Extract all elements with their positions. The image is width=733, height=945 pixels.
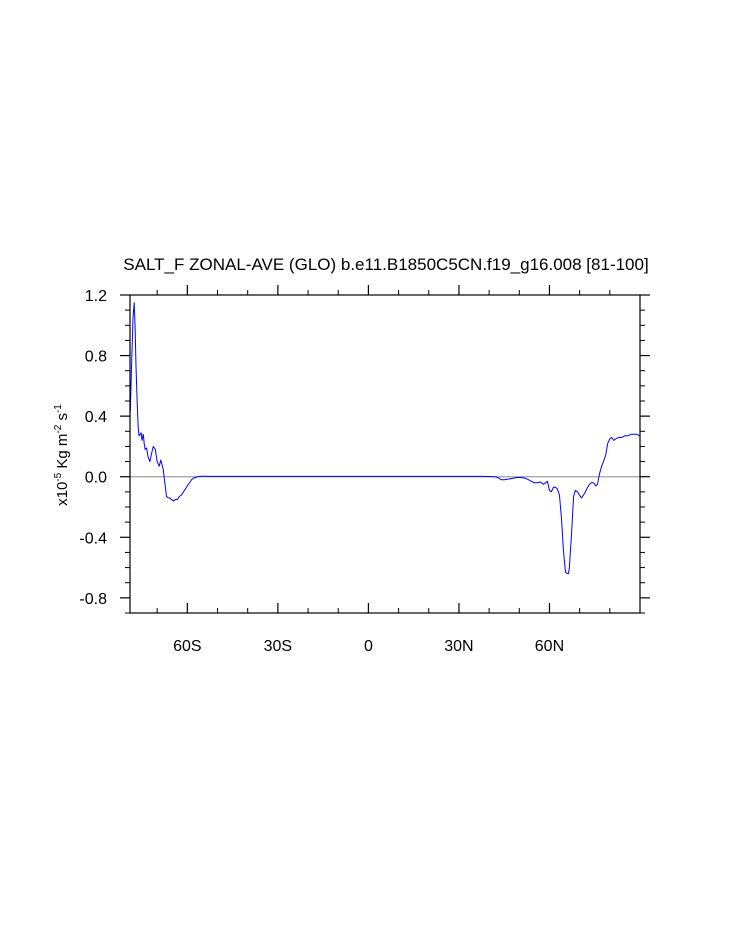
y-tick-label: -0.8 xyxy=(79,591,107,608)
y-label-exp2: -2 xyxy=(53,424,64,433)
y-tick-label: 0.8 xyxy=(85,349,107,366)
y-tick-label: 0.4 xyxy=(85,409,107,426)
y-tick-label: 0.0 xyxy=(85,470,107,487)
plot-frame xyxy=(129,294,641,614)
y-tick-label: 1.2 xyxy=(85,288,107,305)
plot-area: 60S 30S 0 30N 60N 1.2 0.8 0.4 0.0 -0.4 -0.8 xyxy=(79,285,650,655)
y-label-exp3: -1 xyxy=(53,404,64,413)
y-label-unit2: s xyxy=(54,413,71,425)
x-tick-label: 60S xyxy=(173,638,201,655)
tick-marks xyxy=(120,285,650,614)
y-label-prefix: x10 xyxy=(54,482,71,506)
y-label-exp: -5 xyxy=(53,472,64,481)
data-line xyxy=(129,302,640,575)
y-label-unit1: Kg m xyxy=(54,434,71,473)
x-tick-label: 30N xyxy=(444,638,473,655)
y-axis-label: x10-5 Kg m-2 s-1 xyxy=(53,404,71,506)
x-tick-label: 60N xyxy=(535,638,564,655)
chart-title: SALT_F ZONAL-AVE (GLO) b.e11.B1850C5CN.f… xyxy=(123,255,648,274)
x-tick-label: 30S xyxy=(264,638,292,655)
y-tick-label: -0.4 xyxy=(79,530,107,547)
y-tick-labels: 1.2 0.8 0.4 0.0 -0.4 -0.8 xyxy=(79,288,107,608)
x-tick-labels: 60S 30S 0 30N 60N xyxy=(173,638,564,655)
x-tick-label: 0 xyxy=(364,638,373,655)
